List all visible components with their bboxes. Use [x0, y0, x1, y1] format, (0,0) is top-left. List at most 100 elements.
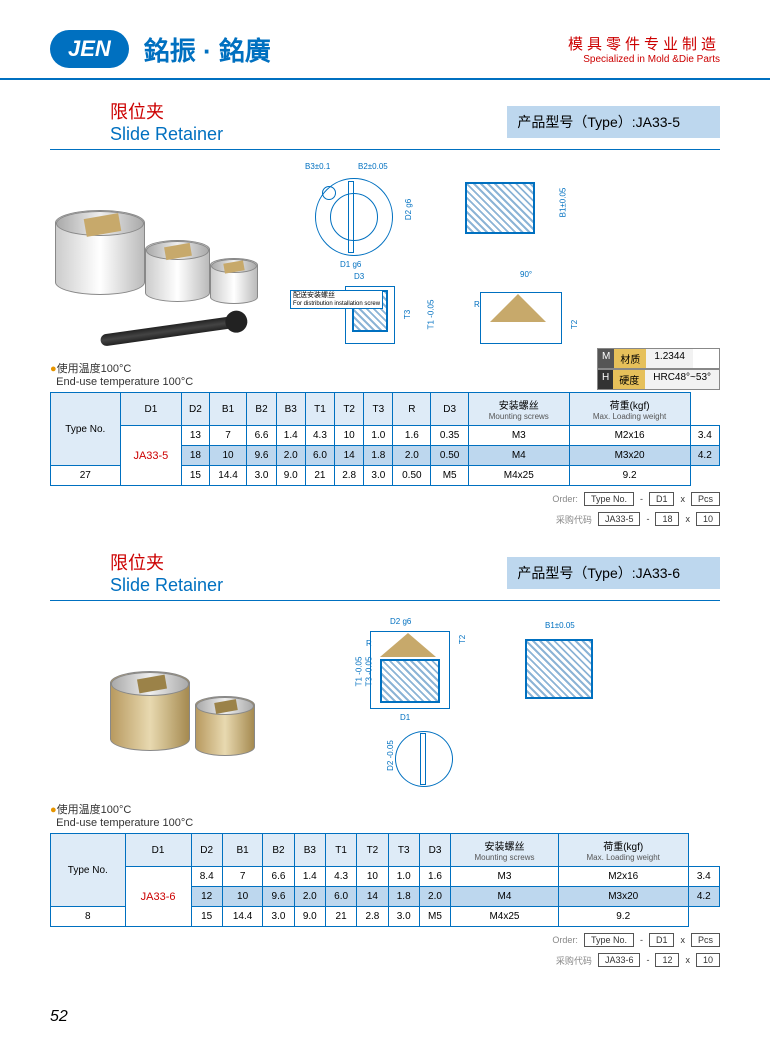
order-ex3-b: 10: [696, 953, 720, 967]
table-cell: M2x16: [569, 426, 690, 446]
table-cell: 6.6: [247, 426, 276, 446]
order-x-a: x: [680, 494, 685, 504]
type-no-cell: JA33-5: [120, 426, 182, 486]
order-ex1-b: JA33-6: [598, 953, 641, 967]
dist-screw-label: 配送安装螺丝 For distribution installation scr…: [290, 290, 383, 309]
title-en-a: Slide Retainer: [110, 124, 223, 145]
table-header: D3: [419, 834, 450, 867]
table-cell: 2.0: [393, 446, 431, 466]
table-cell: 7: [222, 867, 263, 887]
label-b3: B3±0.1: [305, 162, 330, 171]
table-cell: 10: [209, 446, 247, 466]
table-cell: M3x20: [569, 446, 690, 466]
table-cell: 4.3: [325, 867, 356, 887]
order-label2-a: 采购代码: [556, 513, 592, 526]
order-ex2-b: 12: [655, 953, 679, 967]
table-cell: M5: [431, 466, 469, 486]
content-row-b: D2 g6 R T2 T1 -0.05 T3 -0.05 D1 B1±0.05 …: [50, 611, 720, 791]
order-ex1-a: JA33-5: [598, 512, 641, 526]
table-cell: 15: [191, 907, 222, 927]
table-cell: 2.0: [419, 887, 450, 907]
table-cell: 9.0: [276, 466, 305, 486]
table-cell: 9.0: [294, 907, 325, 927]
m-value: 1.2344: [646, 349, 693, 368]
table-cell: 21: [325, 907, 356, 927]
order-dash-a: -: [640, 494, 643, 504]
title-block-a: 限位夹 Slide Retainer: [110, 98, 223, 145]
table-cell: 2.0: [294, 887, 325, 907]
table-header: 荷重(kgf)Max. Loading weight: [558, 834, 688, 867]
table-cell: 14: [335, 446, 364, 466]
table-cell: 6.0: [325, 887, 356, 907]
label-t1: T1 -0.05: [426, 300, 435, 330]
order-dash2-b: -: [646, 955, 649, 965]
table-header: Type No.: [51, 393, 121, 466]
label-t1-b: T1 -0.05: [354, 657, 363, 687]
tagline-cn: 模具零件专业制造: [568, 33, 720, 54]
table-cell: M4x25: [469, 466, 569, 486]
label-t3-b: T3 -0.05: [364, 657, 373, 687]
table-cell: 1.6: [393, 426, 431, 446]
product-section-a: 限位夹 Slide Retainer 产品型号（Type）:JA33-5 B3±…: [0, 80, 770, 531]
title-block-b: 限位夹 Slide Retainer: [110, 549, 223, 596]
order-pcs-b: Pcs: [691, 933, 720, 947]
logo: JEN: [50, 30, 129, 68]
title-cn-a: 限位夹: [110, 98, 223, 124]
order-ex3-a: 10: [696, 512, 720, 526]
table-header: D2: [191, 834, 222, 867]
table-cell: 2.0: [276, 446, 305, 466]
table-header: B2: [263, 834, 294, 867]
order-x2-a: x: [685, 514, 690, 524]
content-row-a: B3±0.1 B2±0.05 D2 g6 D1 g6 B1±0.05 D3 T3…: [50, 160, 720, 350]
table-cell: 1.0: [364, 426, 393, 446]
label-t3: T3: [403, 310, 412, 319]
temp-en-b: End-use temperature 100°C: [56, 817, 193, 829]
table-header: B3: [294, 834, 325, 867]
table-cell: 4.2: [688, 887, 719, 907]
table-cell: 3.4: [688, 867, 719, 887]
table-cell: 1.4: [276, 426, 305, 446]
table-header: D3: [431, 393, 469, 426]
table-cell: M3: [469, 426, 569, 446]
table-cell: 9.2: [558, 907, 688, 927]
table-cell: 1.0: [388, 867, 419, 887]
table-cell: 9.2: [569, 466, 690, 486]
table-cell: 9.6: [247, 446, 276, 466]
page-header: JEN 銘振 · 銘廣 模具零件专业制造 Specialized in Mold…: [0, 0, 770, 80]
title-cn-b: 限位夹: [110, 549, 223, 575]
table-cell: 4.2: [690, 446, 719, 466]
table-cell: 0.50: [393, 466, 431, 486]
table-cell: 10: [335, 426, 364, 446]
table-cell: 12: [191, 887, 222, 907]
table-cell: 10: [357, 867, 388, 887]
tagline: 模具零件专业制造 Specialized in Mold &Die Parts: [568, 33, 720, 65]
order-row-b2: 采购代码 JA33-6 - 12 x 10: [50, 953, 720, 967]
type-label-a: 产品型号（Type）:JA33-5: [507, 106, 720, 138]
type-label-b: 产品型号（Type）:JA33-6: [507, 557, 720, 589]
temp-cn-b: 使用温度100°C: [57, 804, 132, 816]
table-cell: 3.0: [388, 907, 419, 927]
table-header: T2: [335, 393, 364, 426]
table-cell: M4: [451, 887, 559, 907]
table-cell: 9.6: [263, 887, 294, 907]
company-name: 銘振 · 銘廣: [144, 31, 568, 68]
title-row-a: 限位夹 Slide Retainer 产品型号（Type）:JA33-5: [50, 90, 720, 150]
table-cell: 3.0: [364, 466, 393, 486]
order-ex2-a: 18: [655, 512, 679, 526]
table-cell: 18: [182, 446, 209, 466]
title-row-b: 限位夹 Slide Retainer 产品型号（Type）:JA33-6: [50, 541, 720, 601]
order-x-b: x: [680, 935, 685, 945]
table-cell: 8.4: [191, 867, 222, 887]
label-d2g6: D2 g6: [404, 199, 413, 220]
order-row-a2: 采购代码 JA33-5 - 18 x 10: [50, 512, 720, 526]
label-b1-b: B1±0.05: [545, 621, 575, 630]
table-header: T1: [305, 393, 334, 426]
table-header: T3: [388, 834, 419, 867]
table-cell: 10: [222, 887, 263, 907]
dist-en: For distribution installation screw: [293, 301, 380, 307]
table-header: B2: [247, 393, 276, 426]
label-b1: B1±0.05: [558, 188, 567, 218]
table-header: 安装螺丝Mounting screws: [469, 393, 569, 426]
label-t2: T2: [570, 320, 579, 329]
table-header: R: [393, 393, 431, 426]
